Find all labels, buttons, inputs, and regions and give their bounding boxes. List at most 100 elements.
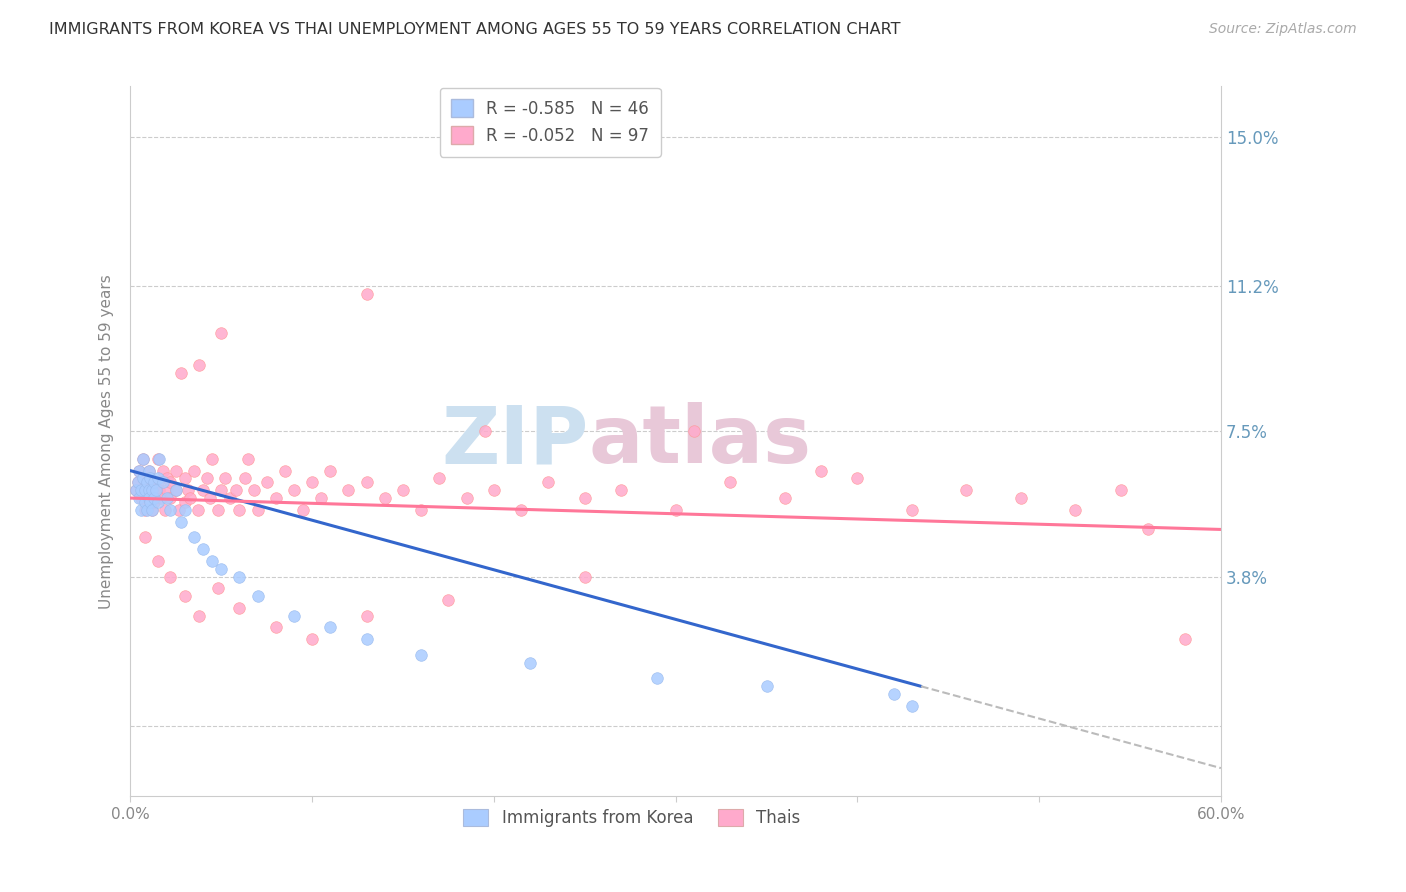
Point [309, 491, 332, 505]
Point [256, 475, 278, 490]
Point [301, 632, 323, 647]
Point [1010, 491, 1032, 505]
Point [132, 471, 155, 485]
Point [437, 593, 460, 607]
Point [134, 483, 156, 498]
Point [209, 326, 232, 341]
Point [138, 491, 160, 505]
Point [292, 503, 315, 517]
Point [201, 451, 224, 466]
Point [138, 464, 160, 478]
Point [187, 503, 209, 517]
Point [574, 569, 596, 583]
Point [134, 503, 156, 517]
Point [159, 475, 181, 490]
Point [901, 503, 924, 517]
Point [337, 483, 360, 498]
Point [682, 425, 704, 439]
Point [132, 451, 155, 466]
Point [139, 471, 162, 485]
Point [159, 569, 181, 583]
Point [1064, 503, 1087, 517]
Point [152, 464, 174, 478]
Point [134, 495, 156, 509]
Point [132, 451, 155, 466]
Point [456, 491, 478, 505]
Point [134, 483, 156, 498]
Point [264, 620, 287, 634]
Point [183, 530, 205, 544]
Legend: Immigrants from Korea, Thais: Immigrants from Korea, Thais [457, 803, 807, 834]
Point [574, 491, 596, 505]
Text: IMMIGRANTS FROM KOREA VS THAI UNEMPLOYMENT AMONG AGES 55 TO 59 YEARS CORRELATION: IMMIGRANTS FROM KOREA VS THAI UNEMPLOYME… [49, 22, 901, 37]
Point [138, 483, 160, 498]
Point [200, 491, 222, 505]
Point [195, 471, 218, 485]
Point [901, 698, 924, 713]
Point [283, 608, 305, 623]
Point [207, 503, 229, 517]
Point [374, 491, 396, 505]
Point [173, 589, 195, 603]
Point [128, 464, 150, 478]
Point [173, 495, 195, 509]
Point [225, 483, 247, 498]
Point [1174, 632, 1197, 647]
Point [129, 491, 152, 505]
Point [165, 464, 187, 478]
Point [143, 475, 166, 490]
Point [170, 515, 193, 529]
Point [143, 491, 166, 505]
Point [165, 483, 187, 498]
Point [148, 451, 170, 466]
Point [773, 491, 796, 505]
Text: ZIP: ZIP [441, 402, 588, 480]
Point [129, 503, 152, 517]
Point [183, 464, 205, 478]
Point [510, 503, 533, 517]
Point [1109, 483, 1132, 498]
Point [955, 483, 977, 498]
Point [191, 483, 214, 498]
Point [141, 503, 163, 517]
Point [228, 600, 250, 615]
Point [392, 483, 415, 498]
Point [246, 503, 269, 517]
Point [319, 464, 342, 478]
Point [191, 542, 214, 557]
Point [146, 471, 169, 485]
Point [141, 483, 163, 498]
Point [145, 483, 167, 498]
Point [228, 503, 250, 517]
Point [125, 483, 148, 498]
Point [169, 503, 191, 517]
Point [143, 495, 166, 509]
Point [283, 483, 305, 498]
Point [219, 491, 242, 505]
Text: atlas: atlas [588, 402, 811, 480]
Point [274, 464, 297, 478]
Point [159, 503, 181, 517]
Point [134, 530, 156, 544]
Point [718, 475, 741, 490]
Point [146, 451, 169, 466]
Point [129, 483, 152, 498]
Point [301, 475, 323, 490]
Point [125, 483, 148, 498]
Point [156, 491, 179, 505]
Point [146, 554, 169, 568]
Point [610, 483, 633, 498]
Point [411, 648, 433, 662]
Point [135, 475, 157, 490]
Point [135, 475, 157, 490]
Point [173, 471, 195, 485]
Point [264, 491, 287, 505]
Point [138, 483, 160, 498]
Point [128, 464, 150, 478]
Point [319, 620, 342, 634]
Point [427, 471, 450, 485]
Point [141, 503, 163, 517]
Point [127, 475, 149, 490]
Y-axis label: Unemployment Among Ages 55 to 59 years: Unemployment Among Ages 55 to 59 years [100, 274, 114, 608]
Point [148, 483, 170, 498]
